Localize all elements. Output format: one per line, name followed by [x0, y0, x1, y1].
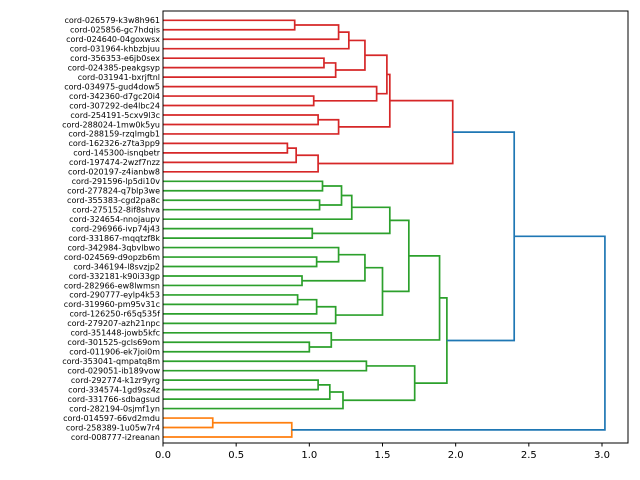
x-axis-tick-label: 3.0: [594, 450, 610, 461]
leaf-label: cord-025856-gc7hdqis: [70, 26, 160, 35]
dendrogram-link: [338, 73, 391, 128]
x-axis: 0.0 0.5 1.0 1.5 2.0 2.5 3.0: [155, 443, 610, 461]
leaf-label: cord-324654-nnojaupv: [69, 215, 160, 224]
dendrogram-link: [291, 235, 606, 431]
leaf-label: cord-291596-lp5di10v: [72, 177, 161, 186]
leaf-label: cord-275152-8if8shva: [72, 206, 160, 215]
dendrogram-link: [163, 154, 319, 173]
dendrogram-link: [163, 379, 319, 391]
dendrogram-link: [163, 275, 303, 287]
leaf-labels: cord-026579-k3w8h961cord-025856-gc7hdqis…: [62, 16, 161, 442]
dendrogram-link: [312, 206, 391, 235]
leaf-label: cord-353041-qmpatq8m: [62, 357, 160, 366]
leaf-label: cord-296966-ivp74j43: [72, 224, 160, 233]
leaf-label: cord-014597-66vd2mdu: [63, 414, 160, 423]
dendrogram-link: [163, 147, 298, 164]
leaf-label: cord-011906-ek7joi0m: [69, 348, 160, 357]
leaf-label: cord-331867-mqqtzf8k: [68, 234, 160, 243]
leaf-label: cord-258389-1u05w7r4: [66, 423, 160, 432]
dendrogram-link: [163, 305, 337, 325]
dendrogram-link: [163, 31, 350, 50]
leaf-label: cord-162326-z7ta3pp9: [69, 139, 161, 148]
leaf-label: cord-356353-e6jb0sex: [70, 54, 160, 63]
leaf-label: cord-031941-bxrjftnl: [78, 73, 160, 82]
leaf-label: cord-024640-04goxwsx: [66, 35, 160, 44]
leaf-label: cord-292774-k1zr9yrg: [71, 376, 160, 385]
leaf-label: cord-277824-q7blp3we: [67, 187, 160, 196]
dendrogram-link: [335, 39, 366, 71]
leaf-label: cord-020197-z4ianbw8: [68, 168, 160, 177]
leaf-label: cord-197474-2wzf7nzz: [69, 158, 160, 167]
dendrogram-link: [163, 199, 321, 211]
dendrogram-link: [163, 294, 299, 306]
x-axis-tick-label: 0.0: [155, 450, 171, 461]
x-axis-tick-label: 1.5: [375, 450, 391, 461]
dendrogram-link: [382, 219, 410, 293]
dendrogram-link: [318, 99, 454, 165]
axes-border: [162, 10, 629, 444]
dendrogram-link: [163, 341, 311, 353]
dendrogram-link: [163, 62, 337, 78]
leaf-label: cord-351448-jowb5kfc: [70, 329, 160, 338]
dendrogram-link: [163, 256, 318, 268]
leaf-label: cord-342984-3qbvlbwo: [67, 243, 160, 252]
leaf-label: cord-279207-azh21npc: [67, 319, 160, 328]
dendrogram-link: [163, 384, 331, 400]
leaf-label: cord-334574-1gd9sz4z: [68, 385, 160, 394]
leaf-label: cord-332181-k90i33gp: [69, 272, 160, 281]
leaf-label: cord-342360-d7gc20i4: [69, 92, 160, 101]
dendrogram-link: [163, 417, 214, 429]
dendrogram-links: [163, 19, 606, 438]
dendrogram-link: [163, 246, 340, 263]
leaf-label: cord-031964-khbzbjuu: [70, 45, 160, 54]
dendrogram-link: [163, 421, 293, 438]
dendrogram-link: [331, 255, 441, 341]
leaf-label: cord-026579-k3w8h961: [64, 16, 160, 25]
dendrogram-link: [163, 142, 289, 154]
dendrogram-link: [163, 19, 296, 31]
leaf-label: cord-301525-gcls69om: [67, 338, 160, 347]
leaf-label: cord-346194-l8svzjp2: [73, 262, 160, 271]
leaf-label: cord-331766-sdbagsud: [68, 395, 160, 404]
x-axis-tick-label: 2.0: [448, 450, 464, 461]
leaf-label: cord-282966-ew8lwmsn: [64, 281, 160, 290]
leaf-label: cord-024385-peakgsyp: [68, 63, 160, 72]
leaf-label: cord-126250-r65q535f: [70, 310, 161, 319]
dendrogram-link: [163, 298, 318, 315]
dendrogram-link: [163, 85, 378, 102]
dendrogram-link: [163, 57, 325, 69]
dendrogram-link: [163, 180, 324, 192]
dendrogram-link: [163, 95, 315, 107]
leaf-label: cord-282194-0sjmf1yn: [69, 404, 160, 413]
x-axis-tick-label: 2.5: [521, 450, 537, 461]
x-axis-tick-label: 0.5: [228, 450, 244, 461]
dendrogram-link: [446, 131, 516, 342]
leaf-label: cord-288159-rzqlmgb1: [68, 130, 160, 139]
dendrogram-link: [163, 227, 314, 239]
dendrogram-link: [414, 297, 448, 384]
dendrogram-link: [163, 114, 319, 126]
leaf-label: cord-024569-d9opzb6m: [64, 253, 160, 262]
dendrogram-link: [163, 118, 340, 135]
leaf-label: cord-034975-gud4dow5: [64, 82, 160, 91]
dendrogram-link: [163, 331, 333, 348]
dendrogram-link: [163, 360, 368, 372]
leaf-label: cord-145300-isnqbetr: [73, 149, 161, 158]
leaf-label: cord-288024-1mw0k5yu: [62, 120, 160, 129]
leaf-label: cord-319960-pm95v31c: [64, 300, 160, 309]
leaf-label: cord-254191-5cxv9l3c: [70, 111, 160, 120]
dendrogram-link: [163, 24, 340, 41]
dendrogram-link: [163, 391, 344, 410]
leaf-label: cord-355383-cgd2pa8c: [67, 196, 160, 205]
leaf-label: cord-290777-eylp4k53: [69, 291, 160, 300]
leaf-label: cord-307292-de4lbc24: [69, 101, 160, 110]
dendrogram-link: [335, 266, 384, 316]
leaf-label: cord-008777-i2reanan: [71, 433, 160, 442]
leaf-label: cord-029051-ib189vow: [67, 366, 160, 375]
dendrogram-link: [302, 253, 366, 282]
dendrogram-link: [163, 194, 353, 221]
x-axis-tick-label: 1.0: [301, 450, 317, 461]
